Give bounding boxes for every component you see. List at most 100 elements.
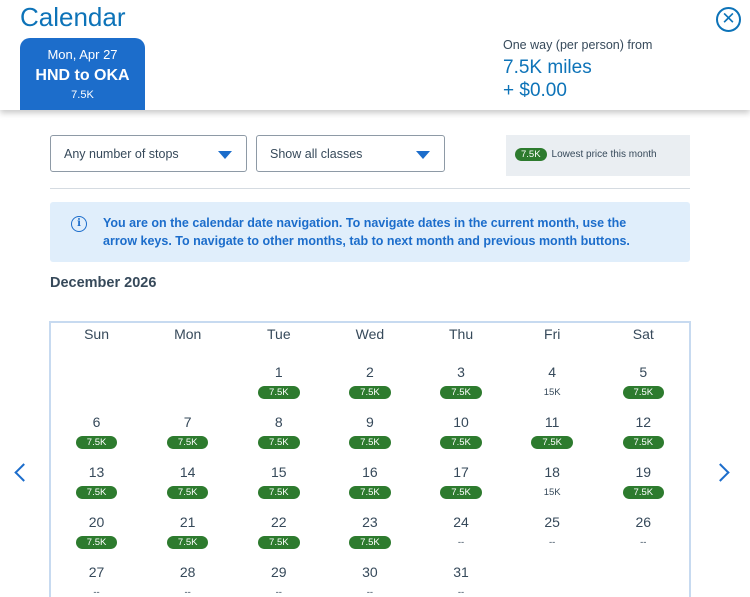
calendar-day[interactable]: 17 7.5K xyxy=(416,464,507,514)
calendar-day[interactable]: 20 7.5K xyxy=(51,514,142,564)
calendar-day[interactable]: 21 7.5K xyxy=(142,514,233,564)
day-number: 30 xyxy=(362,564,378,580)
lowest-price-badge: 7.5K xyxy=(440,386,482,399)
lowest-price-badge: 7.5K xyxy=(440,436,482,449)
day-number: 22 xyxy=(271,514,287,530)
day-price: -- xyxy=(640,537,647,548)
stops-select[interactable]: Any number of stops xyxy=(50,135,247,172)
day-number: 23 xyxy=(362,514,378,530)
calendar-day[interactable]: 1 7.5K xyxy=(233,364,324,414)
calendar-day[interactable]: 22 7.5K xyxy=(233,514,324,564)
weekday-label: Thu xyxy=(449,326,474,342)
legend-pill: 7.5K xyxy=(515,148,547,161)
info-alert: i You are on the calendar date navigatio… xyxy=(50,202,690,262)
fare-summary: One way (per person) from 7.5K miles + $… xyxy=(503,38,652,102)
flight-price: 7.5K xyxy=(71,89,94,101)
day-number: 14 xyxy=(179,464,196,480)
calendar-empty-cell xyxy=(507,564,598,597)
day-number: 1 xyxy=(274,364,283,380)
lowest-price-badge: 7.5K xyxy=(349,486,391,499)
day-number: 16 xyxy=(362,464,378,480)
calendar-day[interactable]: 23 7.5K xyxy=(324,514,415,564)
fare-label: One way (per person) from xyxy=(503,38,653,52)
weekday-label: Sun xyxy=(84,326,110,342)
day-number: 24 xyxy=(453,514,469,530)
calendar-day[interactable]: 5 7.5K xyxy=(598,364,689,414)
flight-route: HND to OKA xyxy=(35,67,130,84)
chevron-left-icon xyxy=(14,463,33,482)
day-number: 18 xyxy=(544,464,560,480)
calendar-day[interactable]: 16 7.5K xyxy=(324,464,415,514)
day-number: 26 xyxy=(635,514,652,530)
lowest-price-badge: 7.5K xyxy=(349,386,391,399)
calendar-day[interactable]: 24 -- xyxy=(416,514,507,564)
calendar-day[interactable]: 29 -- xyxy=(233,564,324,597)
lowest-price-badge: 7.5K xyxy=(258,386,300,399)
day-number: 9 xyxy=(366,414,374,430)
calendar-day[interactable]: 25 -- xyxy=(507,514,598,564)
calendar-day[interactable]: 19 7.5K xyxy=(598,464,689,514)
weekday-label: Tue xyxy=(267,326,291,342)
lowest-price-badge: 7.5K xyxy=(258,486,300,499)
next-month-button[interactable] xyxy=(711,462,734,488)
calendar-day[interactable]: 8 7.5K xyxy=(233,414,324,464)
calendar-day[interactable]: 31 -- xyxy=(416,564,507,597)
day-number: 4 xyxy=(548,364,557,380)
class-select[interactable]: Show all classes xyxy=(256,135,445,172)
calendar-day[interactable]: 12 7.5K xyxy=(598,414,689,464)
lowest-price-badge: 7.5K xyxy=(622,386,665,399)
calendar-day[interactable]: 15 7.5K xyxy=(233,464,324,514)
calendar-day[interactable]: 6 7.5K xyxy=(51,414,142,464)
calendar-day[interactable]: 4 15K xyxy=(507,364,598,414)
day-number: 8 xyxy=(274,414,283,430)
calendar-day[interactable]: 14 7.5K xyxy=(142,464,233,514)
calendar-empty-cell xyxy=(142,364,233,414)
calendar-day[interactable]: 18 15K xyxy=(507,464,598,514)
calendar-day[interactable]: 26 -- xyxy=(598,514,689,564)
calendar-day[interactable]: 3 7.5K xyxy=(416,364,507,414)
calendar-day[interactable]: 9 7.5K xyxy=(324,414,415,464)
weekday-label: Fri xyxy=(544,326,561,342)
calendar-day[interactable]: 10 7.5K xyxy=(416,414,507,464)
day-number: 10 xyxy=(453,414,469,430)
day-number: 3 xyxy=(457,364,465,380)
close-icon[interactable]: ✕ xyxy=(716,7,741,32)
lowest-price-badge: 7.5K xyxy=(622,486,665,499)
calendar-grid: Sun Mon Tue Wed Thu Fri Sat 1 7.5K 2 7.5K 3 7… xyxy=(49,321,691,597)
fare-cash: + $0.00 xyxy=(503,80,567,101)
calendar-day[interactable]: 27 -- xyxy=(51,564,142,597)
flight-tab[interactable]: Mon, Apr 27 HND to OKA 7.5K xyxy=(20,38,145,110)
day-number: 11 xyxy=(544,414,560,430)
day-price: -- xyxy=(457,537,465,548)
prev-month-button[interactable] xyxy=(9,462,33,488)
calendar-day[interactable]: 2 7.5K xyxy=(324,364,415,414)
day-number: 20 xyxy=(88,514,105,530)
calendar-day[interactable]: 7 7.5K xyxy=(142,414,233,464)
lowest-price-badge: 7.5K xyxy=(622,436,665,449)
calendar-day[interactable]: 13 7.5K xyxy=(51,464,142,514)
calendar-empty-cell xyxy=(51,364,142,414)
lowest-price-badge: 7.5K xyxy=(166,536,209,549)
stops-select-value: Any number of stops xyxy=(64,147,179,161)
calendar-header: Calendar ✕ Mon, Apr 27 HND to OKA 7.5K O… xyxy=(0,0,750,110)
calendar-day[interactable]: 30 -- xyxy=(324,564,415,597)
day-number: 31 xyxy=(453,564,469,580)
day-number: 12 xyxy=(635,414,652,430)
day-price: -- xyxy=(366,587,374,597)
day-price: 15K xyxy=(543,487,561,498)
lowest-price-badge: 7.5K xyxy=(75,536,118,549)
calendar-day[interactable]: 11 7.5K xyxy=(507,414,598,464)
day-number: 19 xyxy=(635,464,652,480)
lowest-price-badge: 7.5K xyxy=(440,486,482,499)
day-number: 25 xyxy=(544,514,560,530)
lowest-price-badge: 7.5K xyxy=(166,486,209,499)
lowest-price-badge: 7.5K xyxy=(349,436,391,449)
weekday-label: Sat xyxy=(632,326,654,342)
day-number: 29 xyxy=(271,564,287,580)
lowest-price-badge: 7.5K xyxy=(75,486,118,499)
day-number: 5 xyxy=(639,364,648,380)
calendar-week-row: 6 7.5K 7 7.5K 8 7.5K 9 7.5K 10 7.5K 11 7.5K 12 7.5K xyxy=(51,414,689,464)
calendar-day[interactable]: 28 -- xyxy=(142,564,233,597)
lowest-price-badge: 7.5K xyxy=(349,536,391,549)
alert-text: You are on the calendar date navigation.… xyxy=(103,216,630,248)
